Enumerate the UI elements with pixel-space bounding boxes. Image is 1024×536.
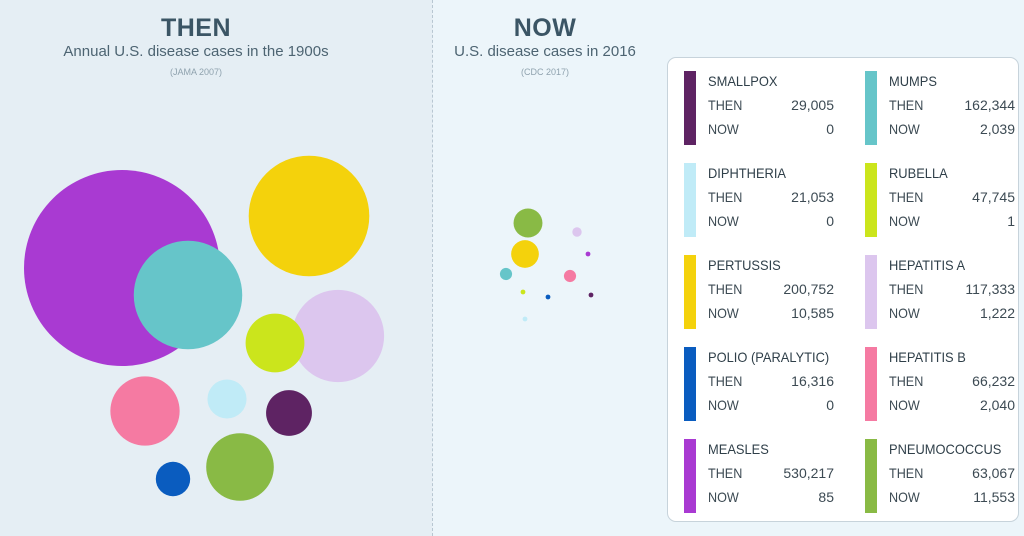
legend-item-pertussis: PERTUSSIS THEN 200,752 NOW 10,585 <box>684 255 834 331</box>
then-label: THEN <box>889 281 924 297</box>
now-bubble-hepatitis-a <box>572 227 582 237</box>
legend-name: PNEUMOCOCCUS <box>889 441 1002 457</box>
then-label: THEN <box>889 465 924 481</box>
legend-name: PERTUSSIS <box>708 257 781 273</box>
then-bubble-polio-paralytic <box>155 461 191 497</box>
legend-name: SMALLPOX <box>708 73 778 89</box>
now-label: NOW <box>889 489 920 505</box>
then-bubble-pneumococcus <box>206 433 274 501</box>
legend-item-pneumococcus: PNEUMOCOCCUS THEN 63,067 NOW 11,553 <box>865 439 1015 515</box>
now-bubble-rubella <box>520 289 526 295</box>
now-value: 85 <box>818 489 834 505</box>
legend-swatch <box>865 163 877 237</box>
legend-name: HEPATITIS B <box>889 349 966 365</box>
now-value: 0 <box>826 121 834 137</box>
then-bubble-smallpox <box>266 390 312 436</box>
legend-name: POLIO (PARALYTIC) <box>708 349 830 365</box>
then-title: THEN <box>160 14 232 42</box>
now-bubble-pertussis <box>511 240 539 268</box>
now-label: NOW <box>708 305 739 321</box>
now-value: 1,222 <box>979 305 1015 321</box>
now-label: NOW <box>889 397 920 413</box>
now-bubble-polio-paralytic <box>545 294 551 300</box>
now-value: 10,585 <box>791 305 834 321</box>
legend-name: MUMPS <box>889 73 937 89</box>
then-label: THEN <box>708 373 743 389</box>
legend-item-mumps: MUMPS THEN 162,344 NOW 2,039 <box>865 71 1015 147</box>
then-label: THEN <box>708 189 743 205</box>
then-value: 21,053 <box>791 189 834 205</box>
then-bubble-diphtheria <box>207 379 247 419</box>
then-bubble-hepatitis-b <box>110 376 180 446</box>
legend-item-hepatitis-a: HEPATITIS A THEN 117,333 NOW 1,222 <box>865 255 1015 331</box>
now-value: 11,553 <box>973 489 1015 505</box>
legend-item-polio: POLIO (PARALYTIC) THEN 16,316 NOW 0 <box>684 347 834 423</box>
then-label: THEN <box>708 97 743 113</box>
then-label: THEN <box>708 281 743 297</box>
then-value: 16,316 <box>791 373 834 389</box>
now-value: 0 <box>826 397 834 413</box>
then-subtitle: Annual U.S. disease cases in the 1900s <box>63 43 329 60</box>
then-value: 530,217 <box>783 465 834 481</box>
legend-swatch <box>865 255 877 329</box>
legend-swatch <box>865 71 877 145</box>
legend-swatch <box>684 255 696 329</box>
legend-item-hepatitis-b: HEPATITIS B THEN 66,232 NOW 2,040 <box>865 347 1015 423</box>
legend-swatch <box>865 439 877 513</box>
legend-card: SMALLPOX THEN 29,005 NOW 0 MUMPS THEN 16… <box>667 57 1019 522</box>
then-label: THEN <box>889 97 924 113</box>
now-bubble-measles <box>585 251 591 257</box>
now-label: NOW <box>708 489 739 505</box>
then-value: 47,745 <box>972 189 1015 205</box>
then-bubble-pertussis <box>248 155 370 277</box>
then-label: THEN <box>889 373 924 389</box>
then-bubble-rubella <box>245 313 305 373</box>
now-value: 1 <box>1007 213 1015 229</box>
legend-swatch <box>684 347 696 421</box>
then-value: 162,344 <box>964 97 1015 113</box>
legend-swatch <box>684 163 696 237</box>
now-title: NOW <box>513 14 577 42</box>
now-label: NOW <box>708 213 739 229</box>
then-label: THEN <box>708 465 743 481</box>
then-value: 200,752 <box>783 281 834 297</box>
now-label: NOW <box>708 121 739 137</box>
now-value: 2,039 <box>979 121 1015 137</box>
then-bubble-mumps <box>133 240 243 350</box>
now-source: (CDC 2017) <box>520 67 569 77</box>
then-bubble-hepatitis-a <box>291 289 385 383</box>
legend-swatch <box>865 347 877 421</box>
then-value: 117,333 <box>965 281 1015 297</box>
now-value: 2,040 <box>979 397 1015 413</box>
then-source: (JAMA 2007) <box>169 67 223 77</box>
legend-swatch <box>684 439 696 513</box>
now-bubble-hepatitis-b <box>563 269 577 283</box>
legend-name: RUBELLA <box>889 165 948 181</box>
now-label: NOW <box>708 397 739 413</box>
legend-swatch <box>684 71 696 145</box>
legend-item-diphtheria: DIPHTHERIA THEN 21,053 NOW 0 <box>684 163 834 239</box>
legend-name: MEASLES <box>708 441 769 457</box>
now-bubble-mumps <box>499 267 513 281</box>
legend-item-measles: MEASLES THEN 530,217 NOW 85 <box>684 439 834 515</box>
now-label: NOW <box>889 213 920 229</box>
now-label: NOW <box>889 121 920 137</box>
then-value: 29,005 <box>791 97 834 113</box>
then-value: 63,067 <box>972 465 1015 481</box>
now-bubble-diphtheria <box>522 316 528 322</box>
now-subtitle: U.S. disease cases in 2016 <box>454 43 636 60</box>
now-bubble-smallpox <box>588 292 594 298</box>
now-label: NOW <box>889 305 920 321</box>
legend-name: DIPHTHERIA <box>708 165 787 181</box>
then-label: THEN <box>889 189 924 205</box>
legend-item-rubella: RUBELLA THEN 47,745 NOW 1 <box>865 163 1015 239</box>
legend-item-smallpox: SMALLPOX THEN 29,005 NOW 0 <box>684 71 834 147</box>
then-value: 66,232 <box>972 373 1015 389</box>
legend-name: HEPATITIS A <box>889 257 966 273</box>
now-bubble-pneumococcus <box>513 208 543 238</box>
now-value: 0 <box>826 213 834 229</box>
panel-divider <box>432 0 433 536</box>
